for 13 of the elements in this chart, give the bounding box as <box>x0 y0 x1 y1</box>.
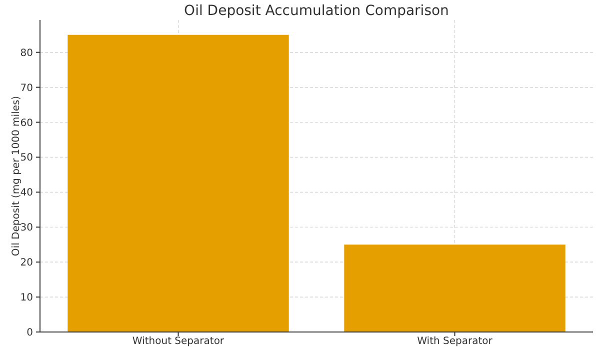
y-tick-label: 60 <box>20 118 33 129</box>
y-tick-label: 30 <box>20 222 33 234</box>
y-tick-label: 40 <box>20 188 33 199</box>
y-tick-label: 10 <box>20 292 33 304</box>
chart-title: Oil Deposit Accumulation Comparison <box>184 3 449 19</box>
y-tick-label: 70 <box>20 82 33 94</box>
x-tick-label: Without Separator <box>132 336 225 347</box>
y-axis-title: Oil Deposit (mg per 1000 miles) <box>11 96 22 256</box>
y-tick-label: 0 <box>26 328 33 338</box>
y-tick-label: 80 <box>20 48 33 59</box>
y-tick-label: 20 <box>20 258 33 269</box>
y-tick-label: 50 <box>20 152 33 164</box>
x-tick-label: With Separator <box>417 336 494 347</box>
